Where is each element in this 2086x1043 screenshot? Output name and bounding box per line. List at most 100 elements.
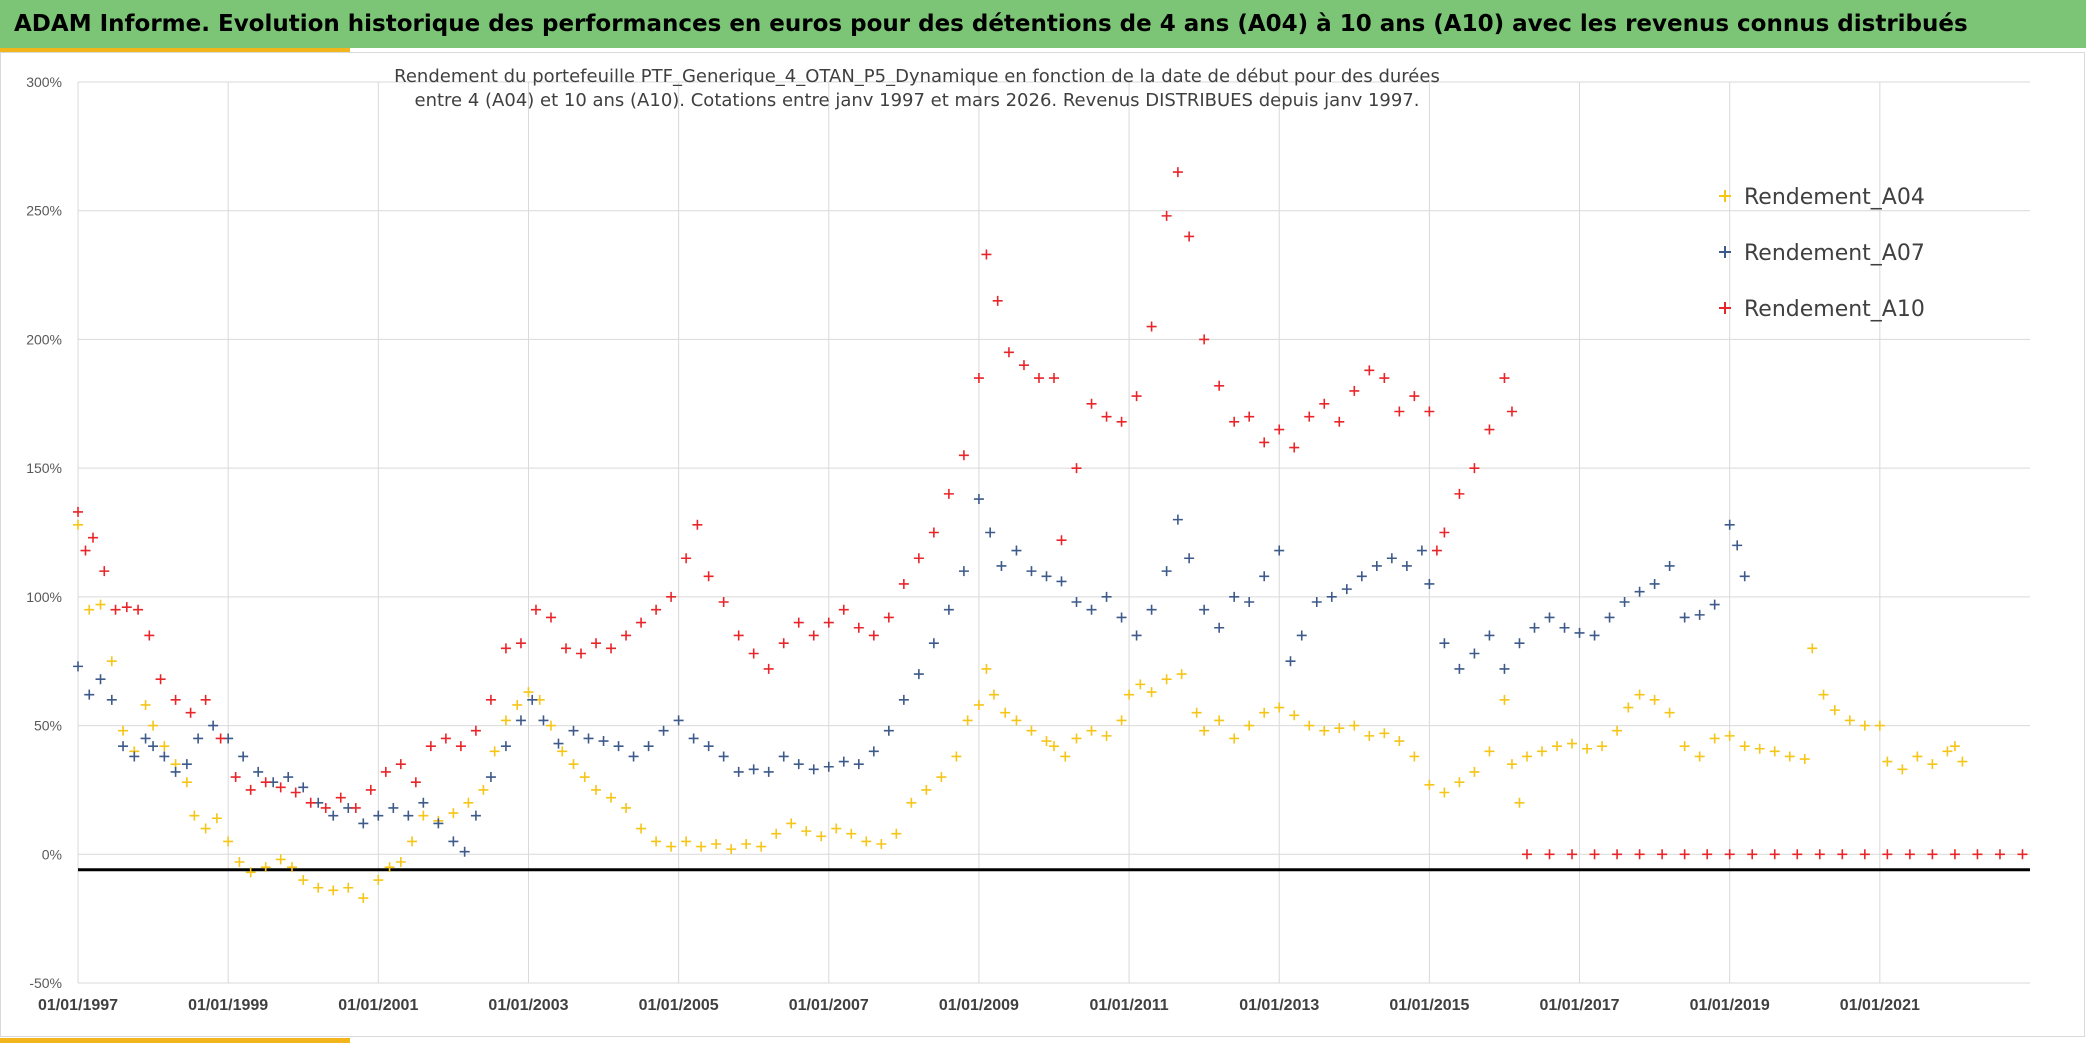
data-point (1401, 560, 1412, 571)
data-point (538, 715, 549, 726)
data-point (992, 295, 1003, 306)
data-point (823, 761, 834, 772)
data-point (1116, 416, 1127, 427)
data-point (636, 617, 647, 628)
x-tick-label: 01/01/2019 (1690, 997, 1770, 1014)
chart-frame (0, 52, 2085, 1037)
data-point (238, 751, 249, 762)
data-point (1619, 597, 1630, 608)
data-point (459, 846, 470, 857)
data-point (591, 784, 602, 795)
data-point (1394, 736, 1405, 747)
data-point (1214, 380, 1225, 391)
data-point (418, 810, 429, 821)
data-point (643, 741, 654, 752)
data-point (512, 699, 523, 710)
data-point (553, 738, 564, 749)
data-point (1146, 687, 1157, 698)
data-point (88, 532, 99, 543)
data-point (335, 792, 346, 803)
x-tick-label: 01/01/1999 (188, 997, 268, 1014)
data-point (1544, 612, 1555, 623)
data-point (1424, 779, 1435, 790)
data-point (913, 553, 924, 564)
data-point (1326, 591, 1337, 602)
data-point (140, 699, 151, 710)
x-tick-label: 01/01/2011 (1089, 997, 1168, 1014)
data-point (898, 578, 909, 589)
data-point (215, 733, 226, 744)
data-point (1792, 849, 1803, 860)
data-point (500, 741, 511, 752)
accent-bar-top (0, 48, 350, 52)
data-point (1041, 571, 1052, 582)
chart-subtitle-line2: entre 4 (A04) et 10 ans (A10). Cotations… (415, 90, 1420, 111)
data-point (106, 656, 117, 667)
data-point (985, 527, 996, 538)
data-point (1199, 334, 1210, 345)
data-point (598, 736, 609, 747)
data-point (275, 782, 286, 793)
data-point (613, 741, 624, 752)
data-point (621, 630, 632, 641)
data-point (515, 715, 526, 726)
data-point (808, 630, 819, 641)
data-point (1289, 442, 1300, 453)
data-point (1454, 777, 1465, 788)
data-point (1101, 411, 1112, 422)
y-tick-label: 50% (34, 718, 62, 734)
data-point (1244, 411, 1255, 422)
data-point (696, 841, 707, 852)
data-point (808, 764, 819, 775)
data-point (283, 772, 294, 783)
data-point (1135, 679, 1146, 690)
data-point (1799, 754, 1810, 765)
data-point (606, 792, 617, 803)
data-point (1026, 566, 1037, 577)
data-point (981, 249, 992, 260)
data-point (1041, 736, 1052, 747)
data-point (568, 725, 579, 736)
data-point (891, 828, 902, 839)
x-axis-ticks: 01/01/1997 01/01/1999 01/01/2001 01/01/2003… (38, 997, 1920, 1014)
data-point (1214, 622, 1225, 633)
data-point (1199, 725, 1210, 736)
data-point (1589, 630, 1600, 641)
data-point (1056, 576, 1067, 587)
data-point (2017, 849, 2028, 860)
data-point (1172, 167, 1183, 178)
data-point (1604, 612, 1615, 623)
data-point (1739, 571, 1750, 582)
data-point (1386, 553, 1397, 564)
data-point (962, 715, 973, 726)
x-tick-label: 01/01/1997 (38, 997, 118, 1014)
data-point (1818, 689, 1829, 700)
data-point (1529, 622, 1540, 633)
x-tick-label: 01/01/2013 (1239, 997, 1319, 1014)
legend-label: Rendement_A10 (1744, 297, 1925, 322)
data-point (1131, 630, 1142, 641)
data-point (1334, 416, 1345, 427)
data-point (189, 810, 200, 821)
data-point (313, 882, 324, 893)
data-point (373, 875, 384, 886)
data-point (1552, 741, 1563, 752)
data-point (1161, 210, 1172, 221)
data-point (448, 808, 459, 819)
data-point (838, 756, 849, 767)
data-point (144, 630, 155, 641)
data-point (305, 797, 316, 808)
grid-lines (77, 81, 2030, 984)
data-point (1844, 715, 1855, 726)
data-point (1229, 416, 1240, 427)
data-point (343, 882, 354, 893)
data-point (230, 772, 241, 783)
data-point (1349, 385, 1360, 396)
data-point (1086, 604, 1097, 615)
data-point (1379, 728, 1390, 739)
y-tick-label: 0% (42, 846, 62, 862)
data-point (1101, 591, 1112, 602)
data-point (159, 741, 170, 752)
data-point (591, 638, 602, 649)
data-point (763, 766, 774, 777)
